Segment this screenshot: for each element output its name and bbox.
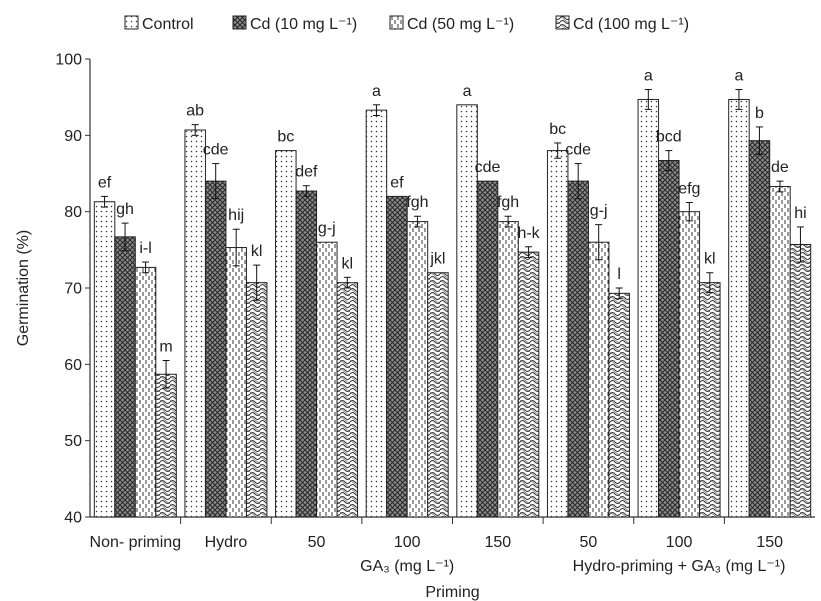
bar [295,190,318,518]
significance-letter: kl [251,243,263,260]
bar [587,241,610,518]
bar [245,282,268,518]
significance-letter: i-l [139,240,151,257]
bar [517,251,540,518]
bar [316,241,338,518]
bar [658,160,680,518]
y-tick-label: 90 [64,128,82,145]
y-tick-label: 50 [64,433,82,450]
x-tick-label: 50 [580,534,598,551]
bar [386,195,408,518]
legend-label: Control [142,16,194,33]
significance-letter: g-j [318,220,336,237]
bar [678,211,701,518]
y-axis-title: Germination (%) [15,230,32,346]
significance-letter: cde [203,142,229,159]
significance-letter: hi [794,205,806,222]
significance-letter: a [463,83,472,100]
bar [699,282,721,518]
x-tick-label: Non- priming [90,534,182,551]
significance-letter: bc [549,121,566,138]
significance-letter: g-j [590,203,608,220]
legend-label: Cd (100 mg L⁻¹) [573,16,689,33]
significance-letter: fgh [497,194,519,211]
x-axis-title: Priming [425,584,479,601]
significance-letter: a [644,68,653,85]
bar [497,221,519,518]
bar [427,272,449,518]
significance-letter: cde [565,142,591,159]
bar [608,292,630,518]
chart-labels: ef ab bc a a bc a a gh cde def ef cde cde bcd b i-l hij g-… [98,68,807,356]
legend-label: Cd (10 mg L⁻¹) [250,16,357,33]
x-tick-label: 100 [666,534,693,551]
legend-label: Cd (50 mg L⁻¹) [407,16,514,33]
bar [336,282,359,518]
legend-swatch [555,15,570,30]
x-tick-label: 50 [308,534,326,551]
bar [225,247,247,518]
significance-letter: hij [228,207,244,224]
legend-swatch [124,15,139,30]
chart-legend: Control Cd (10 mg L⁻¹) Cd (50 mg L⁻¹) Cd (1… [124,15,689,33]
chart-axes: 40 50 60 70 80 90 100 Germination (%) Non- primi… [15,52,815,601]
significance-letter: gh [116,201,134,218]
significance-letter: kl [704,251,716,268]
significance-letter: a [372,83,381,100]
significance-letter: kl [342,255,354,272]
bar [748,140,771,518]
bar [184,129,206,518]
significance-letter: ef [390,174,404,191]
bar [365,109,388,518]
significance-letter: bcd [656,129,682,146]
bar [728,98,750,518]
significance-letter: de [771,159,789,176]
bar [546,150,569,518]
bar [93,201,116,518]
x-tick-label: Hydro [205,534,248,551]
x-group-label: Hydro-priming + GA₃ (mg L⁻¹) [573,558,786,575]
significance-letter: m [159,339,172,356]
x-tick-label: 100 [394,534,421,551]
x-group-label: GA₃ (mg L⁻¹) [360,558,454,575]
significance-letter: b [755,105,764,122]
bar [476,180,499,518]
significance-letter: cde [475,159,501,176]
significance-letter: fgh [406,194,428,211]
significance-letter: a [734,68,743,85]
y-tick-label: 70 [64,281,82,298]
y-tick-label: 80 [64,204,82,221]
significance-letter: bc [277,129,294,146]
bar [637,98,660,518]
x-tick-label: 150 [756,534,783,551]
y-tick-label: 40 [64,510,82,527]
y-tick-label: 100 [55,52,82,69]
bar [275,150,297,518]
bar [769,185,791,518]
x-tick-label: 150 [484,534,511,551]
bar [789,243,812,518]
chart-bars [93,89,812,518]
bar [567,180,589,518]
bar [204,180,227,518]
bar [155,373,177,518]
significance-letter: jkl [429,251,445,268]
significance-letter: ef [98,174,112,191]
legend-swatch [232,15,247,30]
bar [134,266,157,518]
significance-letter: ab [186,103,204,120]
bar [114,236,136,518]
bar [406,221,429,518]
significance-letter: l [617,266,621,283]
significance-letter: efg [678,181,700,198]
y-tick-label: 60 [64,357,82,374]
significance-letter: h-k [517,225,540,242]
legend-swatch [389,15,404,30]
significance-letter: def [295,164,318,181]
